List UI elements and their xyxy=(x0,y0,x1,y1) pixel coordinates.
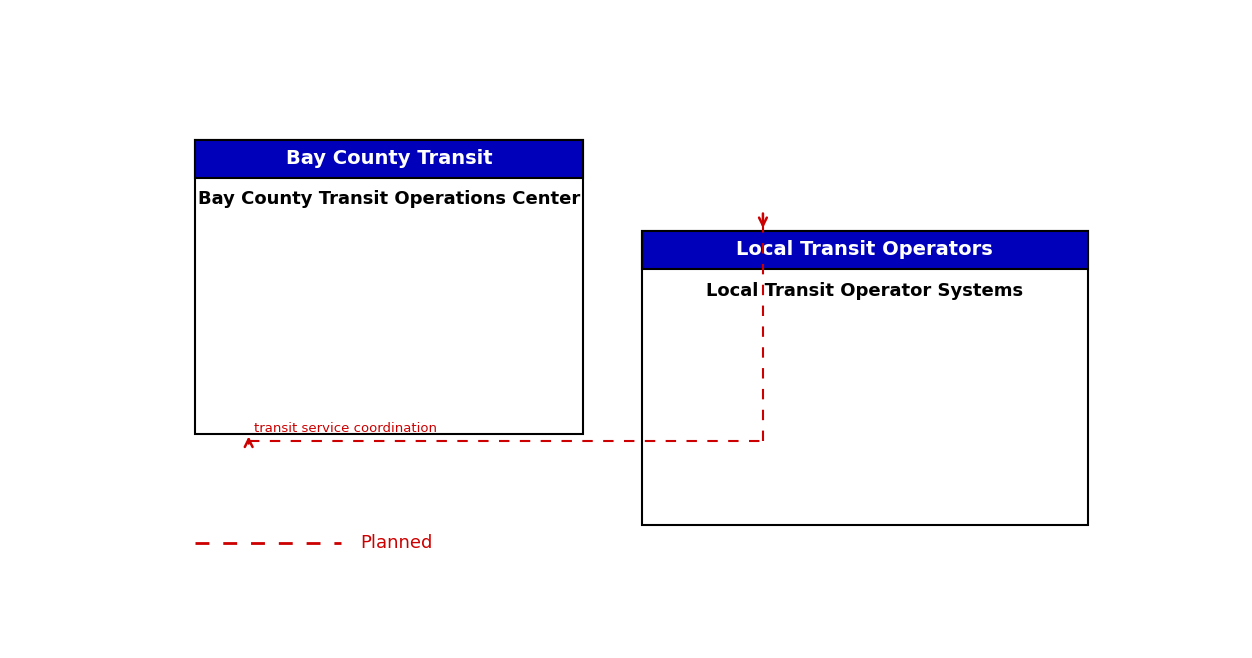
Text: transit service coordination: transit service coordination xyxy=(253,422,437,435)
Text: Planned: Planned xyxy=(361,534,433,551)
Bar xyxy=(195,139,583,434)
Text: Bay County Transit: Bay County Transit xyxy=(285,149,493,168)
Text: Local Transit Operators: Local Transit Operators xyxy=(736,240,993,259)
Text: Local Transit Operator Systems: Local Transit Operator Systems xyxy=(706,282,1023,299)
Bar xyxy=(641,231,1088,525)
Bar xyxy=(641,231,1088,269)
Bar xyxy=(195,139,583,178)
Text: Bay County Transit Operations Center: Bay County Transit Operations Center xyxy=(198,190,581,209)
